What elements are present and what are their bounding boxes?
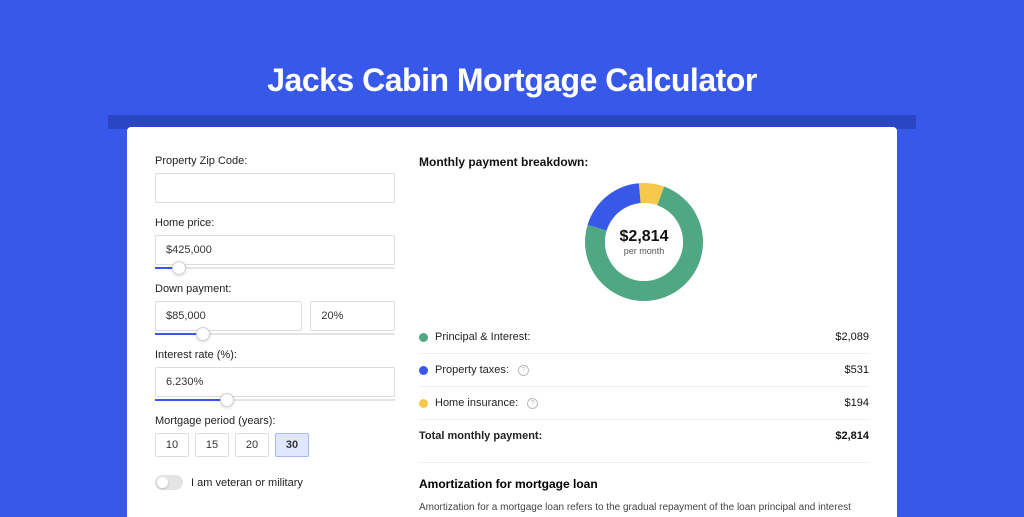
period-option-10[interactable]: 10	[155, 433, 189, 457]
legend-label: Property taxes:	[435, 364, 509, 376]
slider-thumb[interactable]	[196, 327, 210, 341]
legend-label: Home insurance:	[435, 397, 518, 409]
veteran-toggle-row: I am veteran or military	[155, 475, 395, 490]
home-price-field: Home price:	[155, 217, 395, 269]
legend-value: $194	[845, 397, 869, 409]
interest-slider[interactable]	[155, 399, 395, 401]
legend-dot	[419, 333, 428, 342]
interest-input[interactable]	[155, 367, 395, 397]
down-payment-field: Down payment:	[155, 283, 395, 335]
period-option-30[interactable]: 30	[275, 433, 309, 457]
legend-row: Home insurance:? $194	[419, 386, 869, 419]
slider-thumb[interactable]	[220, 393, 234, 407]
legend-value: $531	[845, 364, 869, 376]
legend-dot	[419, 366, 428, 375]
legend-row: Principal & Interest: $2,089	[419, 321, 869, 353]
amortization-title: Amortization for mortgage loan	[419, 477, 869, 491]
legend-total-row: Total monthly payment: $2,814	[419, 419, 869, 452]
calculator-card: Property Zip Code: Home price: Down paym…	[127, 127, 897, 517]
donut-sub: per month	[624, 246, 665, 256]
home-price-label: Home price:	[155, 217, 395, 229]
amortization-body: Amortization for a mortgage loan refers …	[419, 501, 869, 517]
donut-amount: $2,814	[620, 228, 669, 246]
legend-row: Property taxes:? $531	[419, 353, 869, 386]
donut-center: $2,814 per month	[605, 203, 683, 281]
home-price-input[interactable]	[155, 235, 395, 265]
zip-label: Property Zip Code:	[155, 155, 395, 167]
veteran-label: I am veteran or military	[191, 477, 303, 489]
total-label: Total monthly payment:	[419, 430, 542, 442]
total-value: $2,814	[835, 430, 869, 442]
down-payment-percent-input[interactable]	[310, 301, 395, 331]
legend-dot	[419, 399, 428, 408]
period-label: Mortgage period (years):	[155, 415, 395, 427]
breakdown-title: Monthly payment breakdown:	[419, 155, 869, 169]
input-form: Property Zip Code: Home price: Down paym…	[155, 155, 395, 517]
period-field: Mortgage period (years): 10152030	[155, 415, 395, 457]
donut-chart: $2,814 per month	[583, 181, 705, 303]
period-option-20[interactable]: 20	[235, 433, 269, 457]
breakdown-panel: Monthly payment breakdown: $2,814 per mo…	[419, 155, 869, 517]
legend: Principal & Interest: $2,089 Property taxe…	[419, 321, 869, 452]
zip-field: Property Zip Code:	[155, 155, 395, 203]
down-payment-slider[interactable]	[155, 333, 395, 335]
amortization-section: Amortization for mortgage loan Amortizat…	[419, 462, 869, 517]
info-icon[interactable]: ?	[518, 365, 529, 376]
zip-input[interactable]	[155, 173, 395, 203]
slider-thumb[interactable]	[172, 261, 186, 275]
page-title: Jacks Cabin Mortgage Calculator	[0, 0, 1024, 127]
period-option-15[interactable]: 15	[195, 433, 229, 457]
legend-value: $2,089	[835, 331, 869, 343]
home-price-slider[interactable]	[155, 267, 395, 269]
veteran-toggle[interactable]	[155, 475, 183, 490]
interest-field: Interest rate (%):	[155, 349, 395, 401]
info-icon[interactable]: ?	[527, 398, 538, 409]
legend-label: Principal & Interest:	[435, 331, 530, 343]
interest-label: Interest rate (%):	[155, 349, 395, 361]
down-payment-label: Down payment:	[155, 283, 395, 295]
donut-chart-wrap: $2,814 per month	[419, 181, 869, 303]
down-payment-amount-input[interactable]	[155, 301, 302, 331]
